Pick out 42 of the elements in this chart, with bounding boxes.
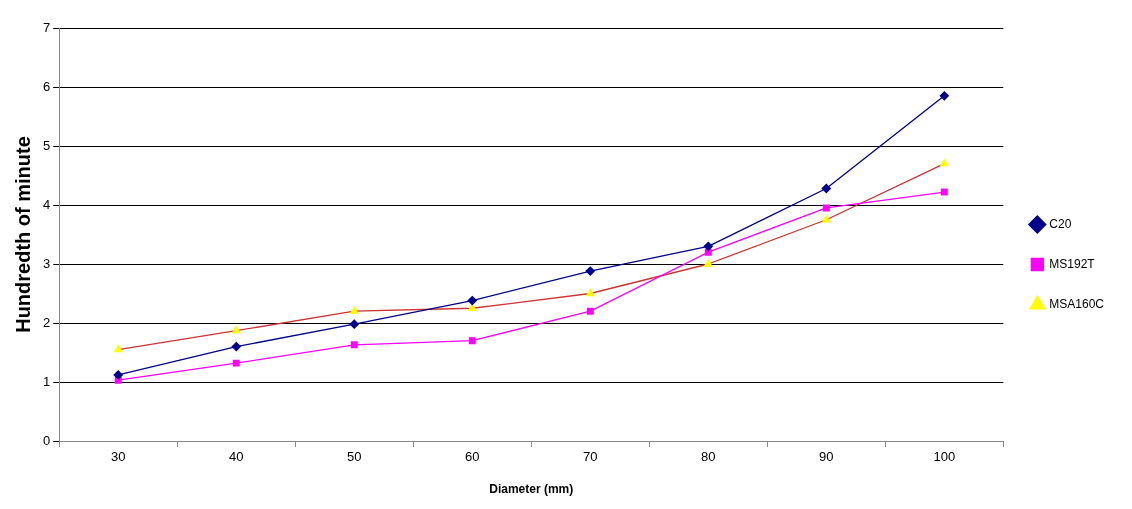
point — [113, 370, 123, 380]
point — [822, 215, 831, 223]
x-tick-label: 70 — [583, 449, 598, 465]
y-tick-label: 0 — [43, 432, 51, 448]
point — [467, 295, 477, 306]
point — [822, 204, 830, 212]
legend-label: MS192T — [1049, 256, 1096, 271]
point — [703, 241, 713, 251]
point — [114, 344, 123, 353]
point — [586, 288, 595, 297]
y-tick-label: 1 — [43, 373, 51, 389]
y-axis-title: Hundredth of minute — [11, 136, 34, 333]
point — [232, 326, 241, 334]
x-tick-label: 30 — [111, 449, 126, 465]
point — [468, 337, 476, 345]
point — [821, 183, 831, 194]
y-tick-label: 2 — [43, 314, 51, 330]
x-tick-label: 50 — [347, 449, 362, 465]
point — [586, 307, 594, 315]
x-tick-label: 100 — [933, 449, 956, 465]
y-tick-label: 6 — [43, 78, 51, 94]
legend-label: MSA160C — [1049, 296, 1105, 311]
point — [585, 266, 595, 276]
point — [232, 359, 240, 367]
point — [939, 91, 949, 101]
legend-label: C20 — [1049, 216, 1072, 231]
x-tick-label: 80 — [701, 449, 716, 465]
point — [231, 341, 241, 352]
y-tick-label: 5 — [43, 137, 51, 153]
x-tick-label: 60 — [465, 449, 480, 465]
x-tick-label: 40 — [229, 449, 244, 465]
y-tick-label: 4 — [43, 196, 51, 212]
point — [704, 259, 713, 267]
x-tick-label: 90 — [819, 449, 834, 465]
x-axis-title: Diameter (mm) — [489, 482, 574, 497]
point — [350, 306, 359, 314]
point — [940, 159, 949, 167]
point — [349, 319, 359, 329]
y-tick-label: 3 — [43, 255, 51, 271]
point — [468, 303, 477, 311]
point — [350, 341, 358, 349]
y-tick-label: 7 — [43, 19, 51, 35]
